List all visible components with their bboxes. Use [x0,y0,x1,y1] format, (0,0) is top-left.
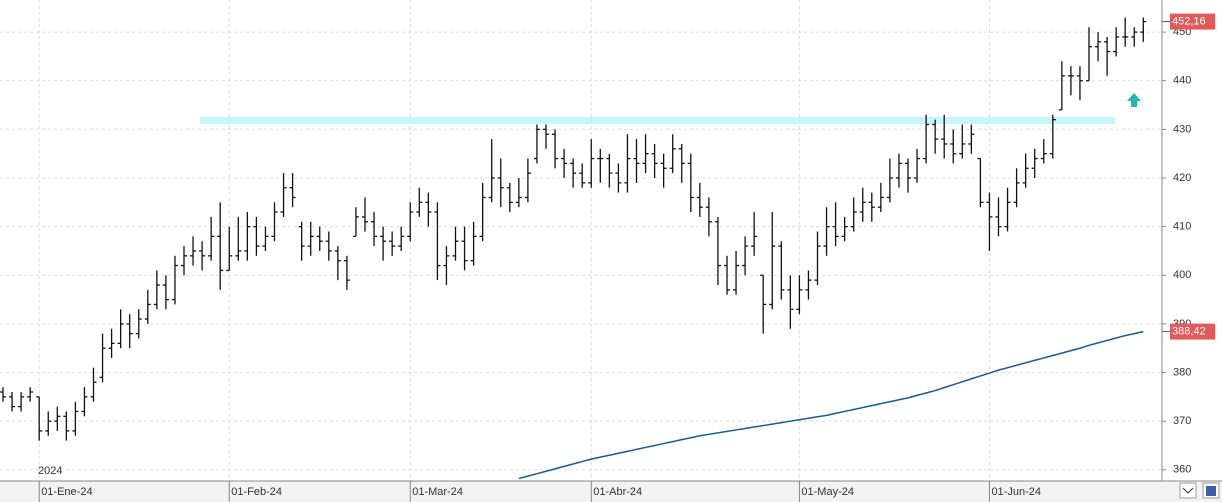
y-tick-label: 410 [1173,221,1191,233]
y-tick-label: 370 [1173,415,1191,427]
y-tick-label: 400 [1173,269,1191,281]
plot [0,17,1147,480]
y-tick-label: 440 [1173,75,1191,87]
x-tick-label: 01-Feb-24 [231,486,282,498]
last-value-label: 388,42 [1172,325,1206,337]
x-axis-strip [0,481,1222,502]
x-tick-label: 01-Abr-24 [593,486,642,498]
last-value-box [1170,323,1215,340]
x-tick-label: 01-May-24 [801,486,854,498]
scroll-button[interactable] [1179,482,1197,499]
save-icon [1206,486,1216,496]
y-tick-label: 430 [1173,123,1191,135]
y-tick-label: 380 [1173,366,1191,378]
year-label: 2024 [38,465,62,477]
chevron-icon [1182,487,1194,494]
last-value-label: 452,16 [1172,16,1206,28]
y-tick-label: 420 [1173,172,1191,184]
resistance-zone [200,117,1115,124]
moving-average [518,330,1144,480]
up-arrow [1127,93,1141,107]
grid [0,0,1162,481]
x-tick-label: 01-Jun-24 [991,486,1041,498]
x-tick-label: 01-Mar-24 [412,486,463,498]
x-tick-label: 01-Ene-24 [41,486,92,498]
y-tick-label: 360 [1173,464,1191,476]
last-value-box [1170,13,1215,30]
